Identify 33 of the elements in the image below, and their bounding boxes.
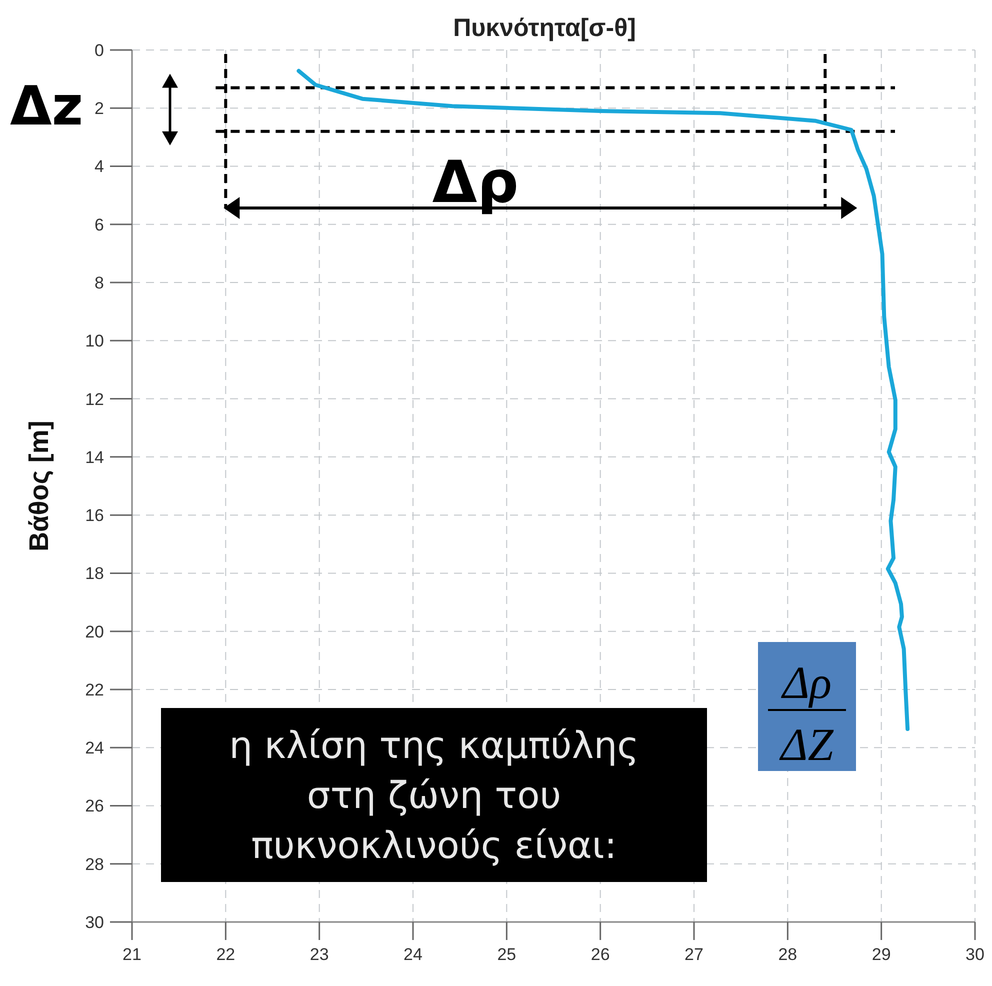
y-tick-label: 2	[94, 99, 104, 118]
y-tick-label: 18	[85, 564, 104, 584]
y-tick-label: 16	[85, 506, 104, 526]
text: Δz	[10, 74, 84, 138]
y-tick-label: 4	[94, 157, 104, 176]
chart-title: Πυκνότητα[σ-θ]	[453, 14, 636, 42]
x-tick-label: 26	[590, 945, 610, 964]
x-tick-label: 21	[122, 945, 142, 964]
x-tick-label: 27	[684, 945, 704, 964]
x-tick-label: 25	[497, 945, 516, 964]
x-tick-label: 23	[310, 945, 329, 964]
y-tick-label: 8	[94, 273, 104, 292]
y-tick-label: 28	[85, 854, 104, 874]
annotation: η κλίση της καμπύλης στη ζώνη του πυκνοκλινούς είναι:	[229, 724, 639, 867]
x-tick-label: 24	[404, 945, 422, 964]
y-tick-label: 10	[85, 332, 104, 351]
x-tick-label: 28	[778, 945, 798, 964]
x-tick-label: 30	[966, 945, 984, 964]
y-tick-label: 12	[85, 390, 104, 409]
y-axis-title: Βάθος [m]	[24, 420, 54, 552]
y-tick-label: 22	[85, 680, 104, 700]
y-tick-label: 0	[94, 40, 104, 60]
y-tick-label: 30	[85, 912, 104, 932]
annotation: ΔZ	[778, 719, 834, 770]
x-tick-label: 22	[216, 945, 236, 964]
y-tick-label: 6	[94, 215, 104, 234]
x-tick-label: 29	[872, 945, 891, 964]
y-tick-label: 20	[85, 622, 104, 642]
y-tick-label: 26	[85, 796, 104, 816]
y-tick-label: 14	[85, 448, 104, 467]
annotation: Δρ	[432, 148, 519, 216]
y-tick-label: 24	[85, 738, 104, 758]
annotation: Δρ	[780, 657, 832, 708]
